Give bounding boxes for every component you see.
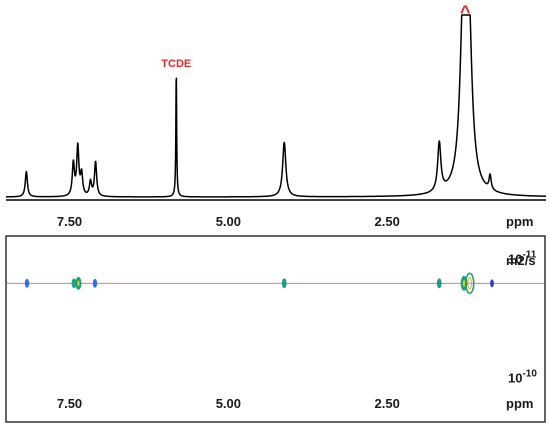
spectrum-tick-label: 7.50 <box>57 214 82 229</box>
dosy-y-tick-label: 10-11 <box>508 249 537 266</box>
diffusion-contour <box>92 278 98 288</box>
diffusion-contour <box>436 278 442 289</box>
spectrum-tick-label: 2.50 <box>375 214 400 229</box>
dosy-tick-label: 2.50 <box>375 396 400 411</box>
dosy-tick-label: 5.00 <box>216 396 241 411</box>
dosy-x-axis-label: ppm <box>506 396 533 411</box>
diffusion-contour <box>71 278 77 289</box>
diffusion-contour <box>464 272 475 295</box>
truncation-caret-label: ^ <box>460 2 471 22</box>
tcde-peak-label: TCDE <box>161 58 191 70</box>
dosy-frame <box>5 235 546 423</box>
diffusion-contour <box>490 279 494 288</box>
diffusion-contour <box>281 278 287 289</box>
dosy-y-tick-label: 10-10 <box>508 368 537 385</box>
spectrum-line <box>5 14 547 198</box>
nmr-spectrum-panel: 7.50 5.00 2.50 TCDE ^ ppm <box>5 2 547 229</box>
dosy-tick-label: 7.50 <box>57 396 82 411</box>
diffusion-contour <box>75 276 82 290</box>
dosy-panel: m2/s 10-11 10-10 7.50 5.00 2.50 ppm <box>5 235 546 423</box>
spectrum-tick-label: 5.00 <box>216 214 241 229</box>
diffusion-contour <box>24 278 30 288</box>
spectrum-x-axis-label: ppm <box>506 214 533 229</box>
dosy-y-axis-label: m2/s <box>506 253 536 268</box>
